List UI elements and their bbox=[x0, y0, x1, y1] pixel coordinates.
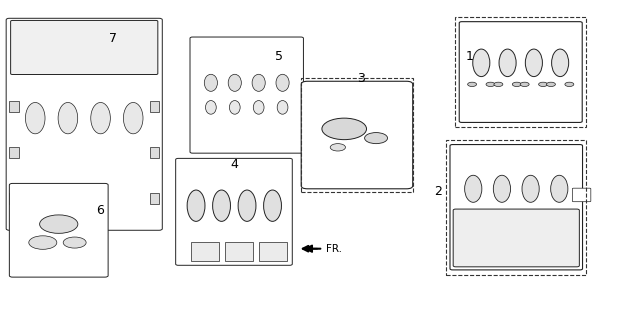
Bar bbox=[10, 193, 19, 204]
Ellipse shape bbox=[552, 49, 569, 77]
Bar bbox=[150, 101, 159, 112]
Circle shape bbox=[330, 144, 346, 151]
FancyBboxPatch shape bbox=[6, 18, 163, 230]
Circle shape bbox=[322, 118, 367, 140]
Ellipse shape bbox=[550, 175, 568, 202]
Circle shape bbox=[365, 133, 388, 144]
Ellipse shape bbox=[238, 190, 256, 221]
Text: 2: 2 bbox=[434, 185, 442, 198]
Ellipse shape bbox=[252, 74, 265, 91]
Circle shape bbox=[40, 215, 78, 233]
Ellipse shape bbox=[204, 74, 218, 91]
Circle shape bbox=[65, 203, 103, 221]
Circle shape bbox=[494, 82, 503, 86]
Ellipse shape bbox=[264, 190, 282, 221]
Circle shape bbox=[547, 82, 556, 86]
FancyBboxPatch shape bbox=[453, 209, 579, 267]
Circle shape bbox=[539, 82, 548, 86]
Circle shape bbox=[486, 82, 495, 86]
Ellipse shape bbox=[465, 175, 482, 202]
FancyBboxPatch shape bbox=[11, 20, 158, 74]
Ellipse shape bbox=[473, 49, 490, 77]
Ellipse shape bbox=[124, 103, 143, 134]
Bar bbox=[191, 242, 219, 261]
Ellipse shape bbox=[253, 100, 264, 114]
Text: 4: 4 bbox=[230, 158, 238, 171]
Ellipse shape bbox=[522, 175, 540, 202]
Ellipse shape bbox=[228, 74, 241, 91]
Circle shape bbox=[468, 82, 477, 86]
Ellipse shape bbox=[277, 100, 288, 114]
Ellipse shape bbox=[276, 74, 289, 91]
Bar bbox=[301, 78, 413, 192]
Ellipse shape bbox=[91, 103, 110, 134]
Text: FR.: FR. bbox=[326, 244, 342, 254]
Circle shape bbox=[29, 236, 57, 249]
Circle shape bbox=[63, 237, 86, 248]
Circle shape bbox=[565, 82, 574, 86]
Ellipse shape bbox=[229, 100, 240, 114]
Ellipse shape bbox=[493, 175, 511, 202]
Bar bbox=[150, 148, 159, 158]
Ellipse shape bbox=[212, 190, 230, 221]
Text: 5: 5 bbox=[275, 50, 283, 63]
Circle shape bbox=[520, 82, 529, 86]
Bar bbox=[10, 148, 19, 158]
Ellipse shape bbox=[26, 103, 45, 134]
Text: 3: 3 bbox=[358, 72, 365, 85]
Ellipse shape bbox=[205, 100, 216, 114]
Bar bbox=[225, 242, 253, 261]
FancyBboxPatch shape bbox=[460, 22, 582, 122]
Bar bbox=[456, 17, 586, 127]
Bar bbox=[10, 101, 19, 112]
Ellipse shape bbox=[499, 49, 516, 77]
FancyBboxPatch shape bbox=[450, 144, 582, 270]
FancyBboxPatch shape bbox=[301, 81, 413, 189]
FancyBboxPatch shape bbox=[10, 184, 108, 277]
Bar bbox=[150, 193, 159, 204]
Text: 1: 1 bbox=[466, 50, 474, 63]
Ellipse shape bbox=[525, 49, 543, 77]
FancyBboxPatch shape bbox=[572, 188, 591, 202]
Text: 6: 6 bbox=[96, 204, 104, 217]
FancyBboxPatch shape bbox=[175, 158, 292, 265]
Text: 7: 7 bbox=[109, 32, 117, 45]
Ellipse shape bbox=[187, 190, 205, 221]
Circle shape bbox=[513, 82, 521, 86]
Bar bbox=[446, 140, 586, 275]
Ellipse shape bbox=[58, 103, 77, 134]
FancyBboxPatch shape bbox=[190, 37, 303, 153]
Bar bbox=[259, 242, 287, 261]
